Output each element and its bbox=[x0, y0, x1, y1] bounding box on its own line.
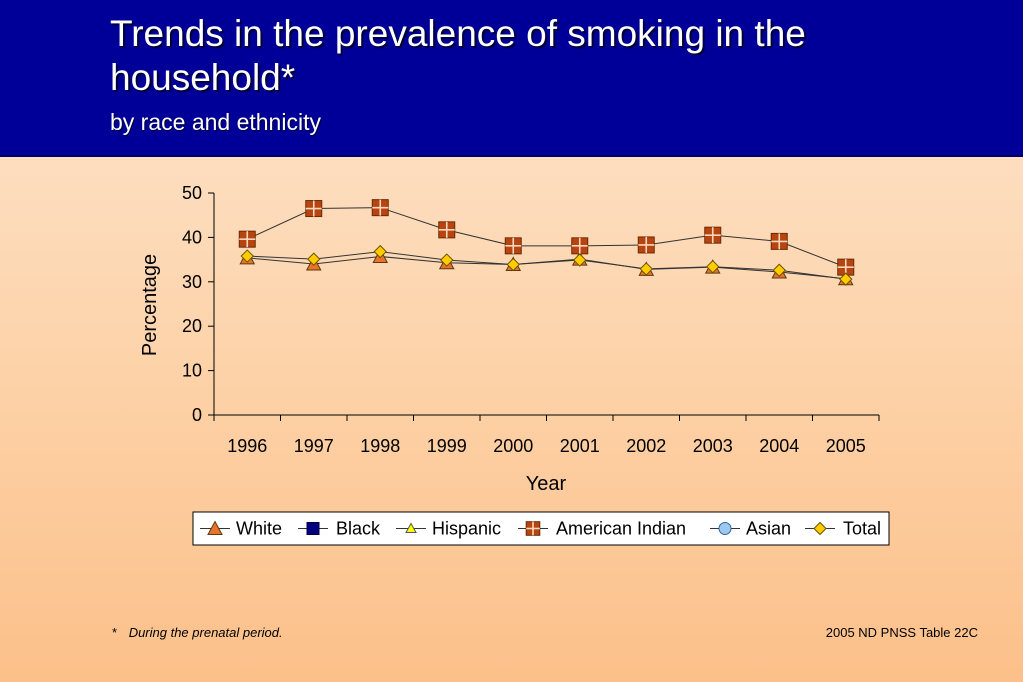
data-point bbox=[506, 257, 520, 272]
footnote-marker: * bbox=[112, 625, 118, 640]
legend-marker bbox=[207, 520, 223, 535]
data-point bbox=[704, 226, 722, 244]
footnote-text: During the prenatal period. bbox=[128, 625, 283, 640]
x-tick-label: 2001 bbox=[560, 436, 600, 456]
data-point bbox=[440, 253, 454, 267]
source-citation: 2005 ND PNSS Table 22C bbox=[825, 625, 978, 640]
data-point bbox=[772, 263, 786, 277]
x-tick-label: 1999 bbox=[427, 436, 467, 456]
x-tick-label: 2002 bbox=[626, 436, 666, 456]
legend-label: White bbox=[236, 519, 282, 539]
x-tick-label: 2003 bbox=[693, 436, 733, 456]
data-point bbox=[305, 200, 323, 218]
legend-label: Total bbox=[843, 519, 881, 539]
data-point bbox=[438, 221, 456, 239]
series-line bbox=[247, 251, 846, 280]
y-tick-label: 0 bbox=[192, 405, 202, 425]
legend-marker bbox=[405, 522, 417, 533]
x-tick-label: 2000 bbox=[493, 436, 533, 456]
line-chart: 0 10 20 30 40 50 1996 1997 1998 1999 2000 2001 2002 2… bbox=[139, 183, 890, 546]
y-tick-label: 50 bbox=[182, 183, 202, 203]
data-point bbox=[637, 236, 655, 254]
legend-marker bbox=[718, 522, 732, 535]
footnote: * During the prenatal period. bbox=[112, 625, 283, 640]
x-axis-label: Year bbox=[526, 473, 567, 495]
x-tick-label: 1998 bbox=[360, 436, 400, 456]
legend-marker bbox=[525, 521, 541, 536]
data-point bbox=[770, 232, 788, 250]
x-tick-label: 2005 bbox=[826, 436, 866, 456]
y-axis-label: Percentage bbox=[139, 254, 161, 356]
data-point bbox=[371, 199, 389, 217]
series-line bbox=[247, 207, 846, 268]
data-point bbox=[573, 253, 587, 267]
data-point bbox=[240, 249, 254, 263]
x-tick-label: 1997 bbox=[294, 436, 334, 456]
data-point bbox=[373, 244, 387, 259]
series-line bbox=[247, 255, 846, 280]
data-point bbox=[504, 237, 522, 255]
x-tick-label: 2004 bbox=[759, 436, 799, 456]
slide-title: Trends in the prevalence of smoking in t… bbox=[110, 13, 806, 98]
y-tick-label: 10 bbox=[182, 361, 202, 381]
series-layer bbox=[238, 199, 855, 286]
data-point bbox=[839, 272, 853, 286]
data-point bbox=[706, 259, 720, 274]
title-banner: Trends in the prevalence of smoking in t… bbox=[0, 0, 1023, 157]
chart-axes: 0 10 20 30 40 50 1996 1997 1998 1999 2000 2001 2002 2… bbox=[182, 183, 880, 456]
data-point bbox=[307, 252, 321, 266]
y-tick-label: 30 bbox=[182, 272, 202, 292]
x-tick-label: 1996 bbox=[227, 436, 267, 456]
legend-marker bbox=[306, 522, 320, 535]
data-point bbox=[639, 262, 653, 276]
legend-label: Asian bbox=[746, 519, 791, 539]
legend-label: Black bbox=[336, 519, 381, 539]
chart-legend: White Black Hispanic American Indian Asian To… bbox=[192, 511, 890, 546]
data-point bbox=[571, 237, 589, 255]
data-point bbox=[238, 230, 256, 248]
slide-subtitle: by race and ethnicity bbox=[110, 109, 321, 135]
legend-label: American Indian bbox=[556, 519, 686, 539]
data-point bbox=[837, 258, 855, 276]
legend-label: Hispanic bbox=[432, 519, 501, 539]
legend-marker bbox=[813, 521, 827, 536]
y-tick-label: 20 bbox=[182, 316, 202, 336]
y-tick-label: 40 bbox=[182, 227, 202, 247]
